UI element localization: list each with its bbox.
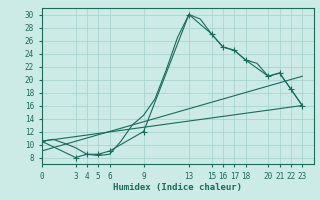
X-axis label: Humidex (Indice chaleur): Humidex (Indice chaleur) bbox=[113, 183, 242, 192]
